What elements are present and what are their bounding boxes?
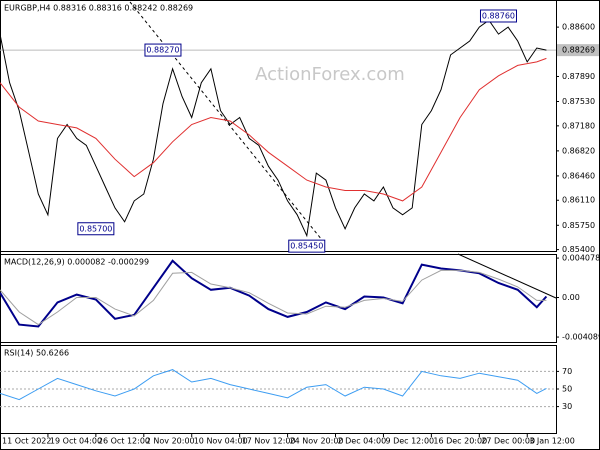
x-tick-label: 3 Jan 12:00 bbox=[529, 437, 575, 446]
y-tick-label: 0.87180 bbox=[562, 121, 595, 130]
panel-title: MACD(12,26,9) 0.000082 -0.000299 bbox=[4, 258, 149, 267]
x-tick-label: 19 Oct 04:00 bbox=[50, 437, 102, 446]
panel bbox=[0, 254, 557, 343]
panel-title: RSI(14) 50.6266 bbox=[4, 349, 69, 358]
x-tick-label: 2 Nov 20:00 bbox=[146, 437, 195, 446]
series-line bbox=[0, 269, 547, 326]
annotation-label: 0.85450 bbox=[290, 242, 323, 251]
y-tick-label: 0.85750 bbox=[562, 221, 595, 230]
y-tick-label: 0.86110 bbox=[562, 196, 595, 205]
y-tick-label: 0.86820 bbox=[562, 146, 595, 155]
x-tick-label: 24 Nov 20:00 bbox=[290, 437, 344, 446]
x-tick-label: 26 Oct 12:00 bbox=[98, 437, 150, 446]
y-tick-label: 70 bbox=[562, 367, 572, 376]
annotation-box bbox=[144, 43, 182, 57]
x-tick-label: 2 Dec 04:00 bbox=[338, 437, 387, 446]
y-tick-label: 0.87530 bbox=[562, 97, 595, 106]
y-tick-label: 0.88600 bbox=[562, 23, 595, 32]
series-line bbox=[0, 57, 547, 202]
annotation-box bbox=[288, 239, 326, 253]
y-tick-label: 50 bbox=[562, 385, 572, 394]
y-tick-label: 0.85400 bbox=[562, 245, 595, 254]
series-line bbox=[0, 369, 547, 401]
annotation-label: 0.88760 bbox=[482, 11, 515, 20]
y-tick-label: -0.004089 bbox=[562, 333, 600, 342]
x-tick-label: 27 Dec 00:00 bbox=[481, 437, 535, 446]
annotation-label: 0.88270 bbox=[146, 46, 179, 55]
trend-line bbox=[129, 1, 323, 241]
x-tick-label: 11 Oct 2022 bbox=[2, 437, 51, 446]
annotation-box bbox=[479, 9, 517, 23]
y-tick-label: 0.86460 bbox=[562, 171, 595, 180]
x-tick-label: 16 Dec 20:00 bbox=[433, 437, 487, 446]
x-tick-label: 10 Nov 04:00 bbox=[194, 437, 248, 446]
annotation-box bbox=[77, 222, 115, 236]
trend-line bbox=[457, 253, 557, 299]
y-tick-label: 0.87890 bbox=[562, 72, 595, 81]
y-tick-label: 0.00 bbox=[562, 293, 580, 302]
y-tick-label: 30 bbox=[562, 402, 572, 411]
x-tick-label: 9 Dec 12:00 bbox=[385, 437, 434, 446]
panel-title: EURGBP,H4 0.88316 0.88316 0.88242 0.8826… bbox=[4, 4, 193, 13]
last-price-label: 0.88269 bbox=[562, 46, 595, 55]
annotation-label: 0.85700 bbox=[79, 224, 112, 233]
watermark: ActionForex.com bbox=[255, 64, 405, 85]
series-line bbox=[0, 19, 547, 238]
y-tick-label: 0.004078 bbox=[562, 254, 600, 263]
last-price-box bbox=[557, 44, 599, 57]
x-tick-label: 17 Nov 12:00 bbox=[242, 437, 296, 446]
